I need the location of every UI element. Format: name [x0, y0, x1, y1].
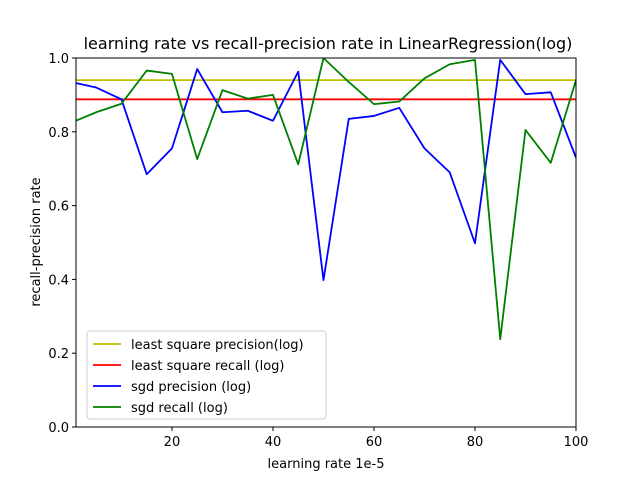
legend: least square precision(log) least square … — [86, 330, 327, 420]
x-tick-label: 80 — [467, 435, 484, 450]
x-axis-ticks: 20 40 60 80 100 — [164, 427, 589, 450]
x-axis-label: learning rate 1e-5 — [268, 457, 385, 472]
legend-box — [86, 330, 327, 420]
legend-label-2: sgd precision (log) — [131, 380, 251, 395]
plot-area — [75, 57, 577, 428]
legend-label-1: least square recall (log) — [131, 359, 285, 374]
x-tick-label: 20 — [164, 435, 181, 450]
x-tick-label: 100 — [564, 435, 589, 450]
x-tick-label: 40 — [265, 435, 282, 450]
y-tick-label: 0.4 — [48, 273, 69, 288]
series-line-2 — [76, 58, 576, 282]
y-tick-label: 1.0 — [48, 52, 69, 67]
series-line-3 — [76, 58, 576, 341]
plot-frame — [75, 57, 577, 428]
y-tick-label: 0.2 — [48, 347, 69, 362]
y-axis-ticks: 0.0 0.2 0.4 0.6 0.8 1.0 — [48, 52, 76, 436]
series-lines — [76, 58, 576, 341]
y-tick-label: 0.6 — [48, 200, 69, 215]
legend-label-0: least square precision(log) — [131, 338, 304, 353]
y-axis-label: recall-precision rate — [29, 177, 44, 306]
x-tick-label: 60 — [366, 435, 383, 450]
y-tick-label: 0.8 — [48, 126, 69, 141]
y-tick-label: 0.0 — [48, 421, 69, 436]
legend-label-3: sgd recall (log) — [131, 401, 228, 416]
chart-title: learning rate vs recall-precision rate i… — [84, 34, 573, 53]
